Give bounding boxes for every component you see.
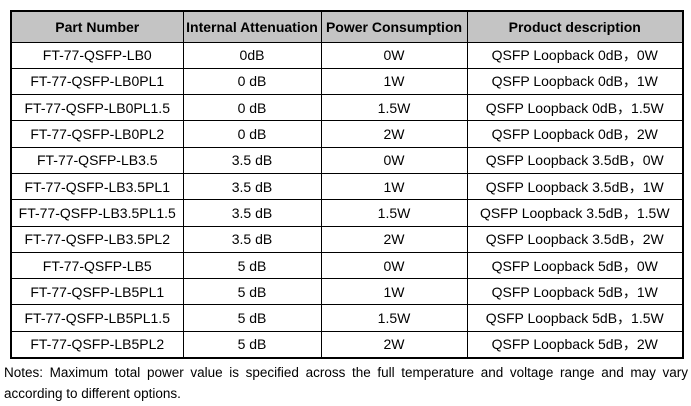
- cell-internal-attenuation: 0 dB: [182, 67, 322, 96]
- cell-product-description: QSFP Loopback 5dB，1.5W: [466, 304, 684, 332]
- table-row: FT-77-QSFP-LB0 0dB 0W QSFP Loopback 0dB，0W: [10, 41, 684, 69]
- cell-power-consumption: 1.5W: [320, 199, 468, 227]
- cell-internal-attenuation: 5 dB: [182, 304, 322, 332]
- spec-table-container: Part Number Internal Attenuation Power C…: [10, 10, 684, 359]
- table-row: FT-77-QSFP-LB5PL2 5 dB 2W QSFP Loopback 5dB…: [10, 330, 684, 359]
- table-row: FT-77-QSFP-LB0PL1 0 dB 1W QSFP Loopback 0dB…: [10, 67, 684, 96]
- cell-product-description: QSFP Loopback 3.5dB，2W: [466, 225, 684, 253]
- cell-power-consumption: 1W: [320, 278, 468, 306]
- table-header: Part Number Internal Attenuation Power C…: [10, 10, 684, 43]
- cell-part-number: FT-77-QSFP-LB3.5PL2: [10, 225, 184, 253]
- cell-internal-attenuation: 0 dB: [182, 94, 322, 122]
- product-spec-table: Part Number Internal Attenuation Power C…: [10, 10, 684, 359]
- cell-part-number: FT-77-QSFP-LB0PL1.5: [10, 94, 184, 122]
- cell-internal-attenuation: 3.5 dB: [182, 172, 322, 201]
- table-body: FT-77-QSFP-LB0 0dB 0W QSFP Loopback 0dB，0W F…: [10, 41, 684, 359]
- cell-power-consumption: 0W: [320, 146, 468, 174]
- cell-part-number: FT-77-QSFP-LB3.5PL1: [10, 172, 184, 201]
- table-row: FT-77-QSFP-LB5PL1.5 5 dB 1.5W QSFP Loopback…: [10, 304, 684, 332]
- table-row: FT-77-QSFP-LB5 5 dB 0W QSFP Loopback 5dB，0W: [10, 251, 684, 280]
- column-header-internal-attenuation: Internal Attenuation: [182, 10, 322, 43]
- cell-part-number: FT-77-QSFP-LB0PL1: [10, 67, 184, 96]
- cell-product-description: QSFP Loopback 0dB，2W: [466, 120, 684, 148]
- table-header-row: Part Number Internal Attenuation Power C…: [10, 10, 684, 43]
- cell-part-number: FT-77-QSFP-LB0PL2: [10, 120, 184, 148]
- cell-power-consumption: 1W: [320, 67, 468, 96]
- cell-internal-attenuation: 3.5 dB: [182, 225, 322, 253]
- cell-part-number: FT-77-QSFP-LB5PL2: [10, 330, 184, 359]
- table-row: FT-77-QSFP-LB3.5PL1.5 3.5 dB 1.5W QSFP Loop…: [10, 199, 684, 227]
- cell-power-consumption: 2W: [320, 120, 468, 148]
- column-header-part-number: Part Number: [10, 10, 184, 43]
- cell-power-consumption: 1W: [320, 172, 468, 201]
- cell-product-description: QSFP Loopback 0dB，0W: [466, 41, 684, 69]
- cell-part-number: FT-77-QSFP-LB5PL1.5: [10, 304, 184, 332]
- cell-internal-attenuation: 0dB: [182, 41, 322, 69]
- cell-internal-attenuation: 3.5 dB: [182, 199, 322, 227]
- cell-power-consumption: 0W: [320, 251, 468, 280]
- cell-power-consumption: 0W: [320, 41, 468, 69]
- cell-product-description: QSFP Loopback 0dB，1.5W: [466, 94, 684, 122]
- table-row: FT-77-QSFP-LB3.5PL2 3.5 dB 2W QSFP Loopback…: [10, 225, 684, 253]
- cell-power-consumption: 1.5W: [320, 94, 468, 122]
- cell-part-number: FT-77-QSFP-LB0: [10, 41, 184, 69]
- cell-internal-attenuation: 5 dB: [182, 278, 322, 306]
- footnote: Notes: Maximum total power value is spec…: [4, 365, 688, 401]
- cell-internal-attenuation: 0 dB: [182, 120, 322, 148]
- column-header-power-consumption: Power Consumption: [320, 10, 468, 43]
- cell-internal-attenuation: 5 dB: [182, 330, 322, 359]
- cell-power-consumption: 1.5W: [320, 304, 468, 332]
- cell-internal-attenuation: 3.5 dB: [182, 146, 322, 174]
- cell-product-description: QSFP Loopback 5dB，1W: [466, 278, 684, 306]
- cell-part-number: FT-77-QSFP-LB5PL1: [10, 278, 184, 306]
- cell-product-description: QSFP Loopback 0dB，1W: [466, 67, 684, 96]
- cell-part-number: FT-77-QSFP-LB3.5: [10, 146, 184, 174]
- cell-product-description: QSFP Loopback 3.5dB，1.5W: [466, 199, 684, 227]
- cell-internal-attenuation: 5 dB: [182, 251, 322, 280]
- table-row: FT-77-QSFP-LB3.5PL1 3.5 dB 1W QSFP Loopback…: [10, 172, 684, 201]
- cell-part-number: FT-77-QSFP-LB5: [10, 251, 184, 280]
- cell-product-description: QSFP Loopback 3.5dB，0W: [466, 146, 684, 174]
- column-header-product-description: Product description: [466, 10, 684, 43]
- table-row: FT-77-QSFP-LB5PL1 5 dB 1W QSFP Loopback 5dB…: [10, 278, 684, 306]
- cell-product-description: QSFP Loopback 5dB，0W: [466, 251, 684, 280]
- table-row: FT-77-QSFP-LB0PL1.5 0 dB 1.5W QSFP Loopback…: [10, 94, 684, 122]
- table-row: FT-77-QSFP-LB0PL2 0 dB 2W QSFP Loopback 0dB…: [10, 120, 684, 148]
- table-row: FT-77-QSFP-LB3.5 3.5 dB 0W QSFP Loopback 3.…: [10, 146, 684, 174]
- cell-power-consumption: 2W: [320, 330, 468, 359]
- cell-product-description: QSFP Loopback 3.5dB，1W: [466, 172, 684, 201]
- cell-power-consumption: 2W: [320, 225, 468, 253]
- cell-product-description: QSFP Loopback 5dB，2W: [466, 330, 684, 359]
- cell-part-number: FT-77-QSFP-LB3.5PL1.5: [10, 199, 184, 227]
